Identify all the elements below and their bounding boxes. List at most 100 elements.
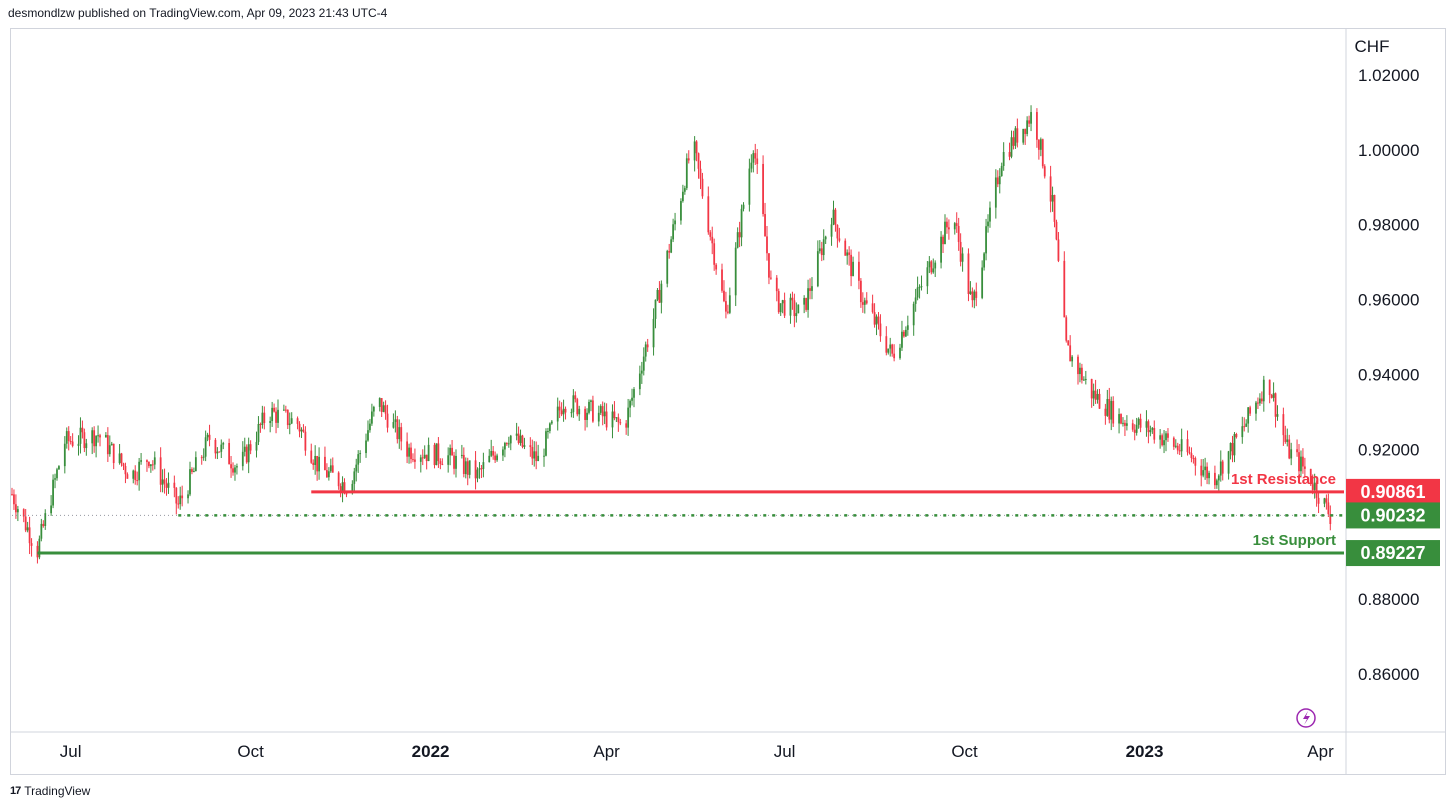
candle-body	[67, 431, 70, 441]
candle-body	[1165, 433, 1167, 441]
candle-body	[273, 407, 275, 412]
level-label: 1st Support	[1253, 532, 1336, 549]
candle-body	[414, 459, 416, 462]
footer-brand[interactable]: TradingView	[24, 784, 91, 798]
lightning-icon[interactable]	[1296, 708, 1316, 728]
candle-body	[288, 423, 291, 426]
candle-body	[503, 443, 506, 450]
candle-body	[482, 462, 485, 469]
candle-body	[249, 444, 252, 451]
candle-body	[1151, 427, 1154, 431]
candle-body	[126, 474, 129, 479]
x-tick-label: Jul	[60, 742, 82, 761]
candle-body	[58, 466, 60, 470]
candle-body	[269, 421, 272, 423]
candle-body	[179, 495, 182, 505]
candle-body	[1192, 458, 1195, 460]
candle-body	[816, 251, 819, 287]
candle-body	[228, 443, 231, 465]
candle-body	[460, 454, 463, 456]
candle-body	[1065, 317, 1068, 341]
candle-body	[777, 291, 780, 313]
candle-body	[44, 513, 47, 527]
candle-body	[658, 289, 661, 303]
candle-body	[341, 482, 344, 492]
candle-body	[918, 286, 921, 288]
candle-body	[494, 455, 497, 461]
candle-body	[901, 331, 903, 348]
candle-body	[1286, 439, 1289, 442]
candle-body	[1067, 340, 1070, 346]
candle-body	[173, 482, 176, 488]
price-tag-label: 0.90861	[1360, 482, 1425, 502]
candle-body	[208, 434, 211, 440]
candle-body	[1221, 461, 1224, 474]
candle-body	[277, 409, 279, 423]
candle-body	[286, 409, 289, 426]
candle-body	[750, 162, 753, 169]
candle-body	[1194, 458, 1197, 466]
candle-body	[478, 468, 481, 470]
candle-body	[355, 464, 358, 472]
candle-body	[934, 262, 937, 269]
candle-body	[24, 516, 27, 531]
candle-body	[1030, 112, 1032, 124]
candle-body	[926, 267, 929, 287]
candle-body	[99, 435, 101, 438]
candle-body	[1039, 139, 1042, 150]
candle-body	[701, 178, 704, 197]
tradingview-logo-icon[interactable]: 17	[10, 785, 21, 797]
candle-body	[382, 405, 385, 412]
candle-body	[163, 479, 166, 484]
chart-frame[interactable]	[10, 28, 1446, 775]
y-tick-label: 0.92000	[1358, 440, 1419, 459]
candle-body	[1303, 466, 1306, 469]
candle-body	[378, 398, 381, 407]
price-tags: 0.90861 0.90232 0.89227	[1346, 478, 1440, 567]
x-tick-label: Jul	[774, 742, 796, 761]
candle-body	[1131, 423, 1134, 430]
candle-body	[946, 221, 948, 228]
candle-body	[670, 239, 673, 253]
candle-body	[146, 460, 148, 462]
candle-body	[386, 413, 389, 428]
candle-body	[903, 331, 905, 337]
candle-body	[202, 456, 205, 458]
candle-body	[65, 431, 68, 444]
candle-body	[1037, 139, 1040, 150]
candle-body	[1051, 194, 1054, 202]
candle-body	[633, 389, 635, 398]
candle-body	[766, 236, 768, 254]
candle-body	[359, 453, 362, 455]
candle-body	[255, 441, 258, 451]
candle-body	[247, 444, 250, 463]
candle-body	[906, 325, 909, 330]
candle-body	[899, 347, 901, 359]
candle-body	[488, 455, 491, 463]
candle-body	[824, 236, 827, 240]
candle-body	[337, 472, 340, 487]
candle-body	[681, 191, 684, 202]
candle-body	[38, 538, 41, 558]
candle-body	[1188, 452, 1191, 454]
price-axis: 1.02000 1.00000 0.98000 0.96000 0.94000 0.920…	[1358, 66, 1419, 684]
candle-body	[392, 422, 395, 428]
candle-body	[695, 141, 698, 154]
candle-body	[576, 399, 579, 415]
candle-body	[914, 297, 917, 304]
candle-body	[79, 427, 82, 444]
candle-body	[1204, 466, 1207, 471]
candle-body	[1098, 393, 1101, 409]
candle-body	[797, 304, 800, 314]
candle-body	[1125, 423, 1128, 426]
candle-body	[1262, 379, 1265, 402]
candle-body	[811, 286, 813, 291]
candle-body	[940, 236, 942, 263]
candle-body	[15, 504, 17, 513]
candle-body	[1110, 400, 1113, 420]
candle-body	[550, 421, 553, 424]
candle-body	[85, 443, 88, 449]
candle-body	[942, 236, 944, 245]
candle-body	[447, 455, 450, 465]
